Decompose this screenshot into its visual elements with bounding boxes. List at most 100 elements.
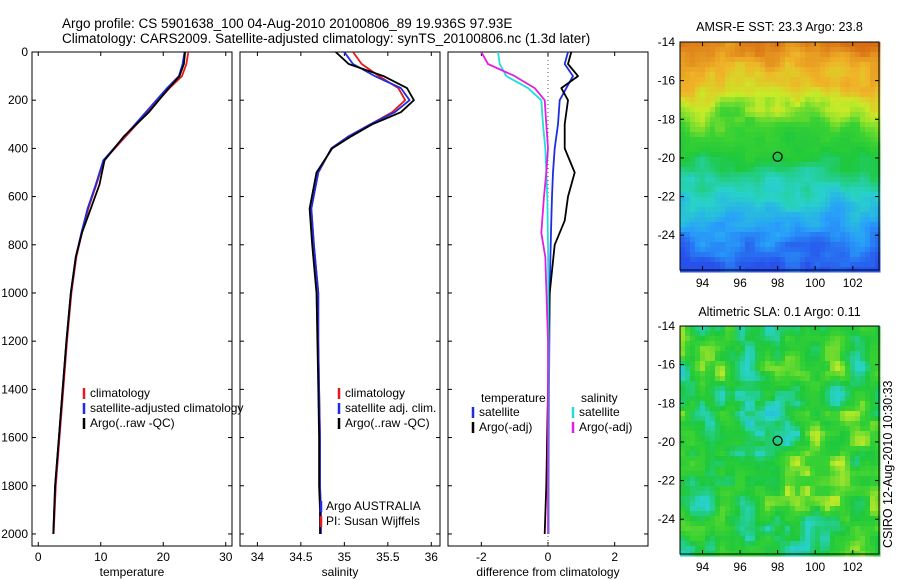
heatmap-cell	[820, 536, 826, 542]
heatmap-cell	[740, 356, 746, 362]
heatmap-cell	[680, 242, 686, 248]
heatmap-cell	[775, 182, 781, 188]
heatmap-cell	[705, 117, 711, 123]
heatmap-cell	[840, 82, 846, 88]
heatmap-cell	[795, 416, 801, 422]
heatmap-cell	[685, 212, 691, 218]
heatmap-cell	[850, 461, 856, 467]
heatmap-cell	[685, 451, 691, 457]
heatmap-cell	[740, 366, 746, 372]
heatmap-cell	[850, 202, 856, 208]
heatmap-cell	[700, 421, 706, 427]
heatmap-cell	[685, 476, 691, 482]
heatmap-cell	[845, 117, 851, 123]
heatmap-cell	[730, 536, 736, 542]
heatmap-cell	[685, 197, 691, 203]
heatmap-cell	[875, 421, 881, 427]
heatmap-cell	[690, 346, 696, 352]
heatmap-cell	[710, 406, 716, 412]
heatmap-cell	[815, 336, 821, 342]
heatmap-cell	[785, 506, 791, 512]
heatmap-cell	[770, 142, 776, 148]
heatmap-cell	[730, 506, 736, 512]
heatmap-cell	[810, 541, 816, 547]
heatmap-cells	[680, 42, 881, 273]
heatmap-cell	[810, 142, 816, 148]
heatmap-cell	[685, 262, 691, 268]
heatmap-cell	[800, 102, 806, 108]
heatmap-cell	[790, 451, 796, 457]
heatmap-cell	[740, 526, 746, 532]
heatmap-cell	[810, 461, 816, 467]
heatmap-cell	[875, 371, 881, 377]
annotation-text: PI: Susan Wijffels	[326, 514, 420, 528]
heatmap-cell	[855, 67, 861, 73]
heatmap-cell	[750, 197, 756, 203]
heatmap-cell	[875, 456, 881, 462]
heatmap-cell	[845, 361, 851, 367]
heatmap-cell	[715, 436, 721, 442]
heatmap-cell	[735, 451, 741, 457]
heatmap-cell	[785, 466, 791, 472]
heatmap-cell	[720, 82, 726, 88]
heatmap-cell	[805, 421, 811, 427]
heatmap-cell	[870, 112, 876, 118]
heatmap-cell	[835, 92, 841, 98]
heatmap-cell	[865, 396, 871, 402]
heatmap-cell	[680, 431, 686, 437]
heatmap-cell	[840, 152, 846, 158]
heatmap-cell	[810, 451, 816, 457]
heatmap-cell	[750, 77, 756, 83]
heatmap-cell	[865, 222, 871, 228]
heatmap-cell	[775, 481, 781, 487]
heatmap-cell	[740, 431, 746, 437]
heatmap-cell	[725, 97, 731, 103]
heatmap-cell	[820, 87, 826, 93]
heatmap-cell	[815, 406, 821, 412]
heatmap-cell	[785, 167, 791, 173]
heatmap-cell	[745, 436, 751, 442]
heatmap-cell	[680, 52, 686, 58]
heatmap-cell	[830, 102, 836, 108]
heatmap-cell	[765, 42, 771, 48]
heatmap-cell	[730, 376, 736, 382]
heatmap-cell	[705, 212, 711, 218]
heatmap-cell	[825, 491, 831, 497]
heatmap-cell	[705, 386, 711, 392]
heatmap-cell	[765, 127, 771, 133]
heatmap-cell	[810, 197, 816, 203]
heatmap-cell	[745, 67, 751, 73]
heatmap-cell	[700, 336, 706, 342]
heatmap-cell	[810, 481, 816, 487]
heatmap-cell	[740, 72, 746, 78]
heatmap-cell	[720, 142, 726, 148]
heatmap-cell	[700, 67, 706, 73]
heatmap-cell	[770, 466, 776, 472]
heatmap-cell	[830, 341, 836, 347]
heatmap-cell	[840, 516, 846, 522]
heatmap-cell	[740, 476, 746, 482]
heatmap-cell	[685, 401, 691, 407]
heatmap-cell	[805, 496, 811, 502]
heatmap-cell	[710, 411, 716, 417]
heatmap-cell	[760, 541, 766, 547]
x-axis-label: difference from climatology	[476, 565, 619, 579]
heatmap-cell	[865, 466, 871, 472]
heatmap-cell	[760, 466, 766, 472]
heatmap-cell	[765, 486, 771, 492]
heatmap-cell	[785, 436, 791, 442]
heatmap-cell	[875, 197, 881, 203]
heatmap-cell	[840, 127, 846, 133]
heatmap-cell	[720, 147, 726, 153]
heatmap-cell	[865, 142, 871, 148]
heatmap-cell	[680, 102, 686, 108]
heatmap-cell	[690, 476, 696, 482]
heatmap-cell	[750, 97, 756, 103]
heatmap-cell	[750, 506, 756, 512]
heatmap-cell	[830, 516, 836, 522]
heatmap-cell	[875, 122, 881, 128]
heatmap-cell	[715, 326, 721, 332]
heatmap-cell	[775, 262, 781, 268]
heatmap-cell	[690, 391, 696, 397]
heatmap-cell	[830, 326, 836, 332]
